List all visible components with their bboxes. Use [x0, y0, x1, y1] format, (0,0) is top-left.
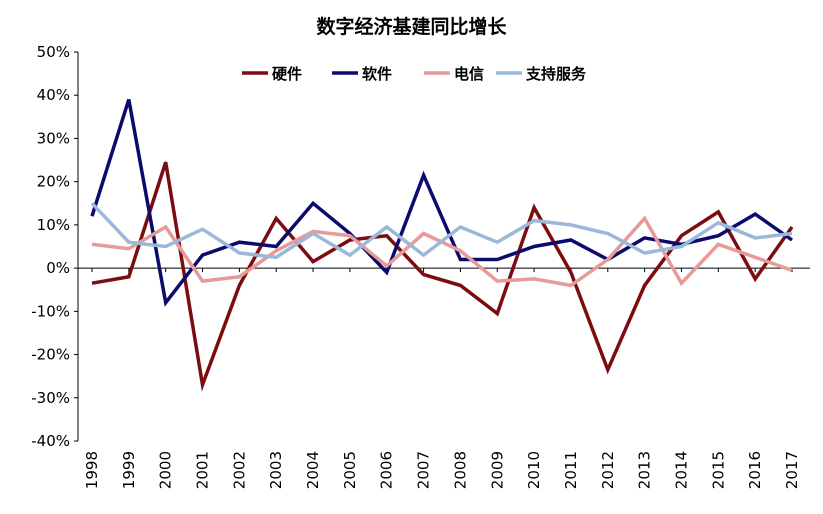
y-tick-label: 10%	[37, 216, 70, 234]
x-tick-label: 2009	[488, 451, 506, 489]
x-tick-label: 2003	[267, 451, 285, 489]
y-tick-labels: -40% -30% -20% -10% 0% 10% 20% 30% 40% 50%	[31, 43, 78, 450]
axes	[77, 52, 810, 441]
y-tick-label: -40%	[31, 432, 70, 450]
series-line-2	[90, 98, 794, 307]
chart-title: 数字经济基建同比增长	[316, 16, 507, 38]
x-tick-label: 2007	[415, 451, 433, 489]
x-tick-label: 2001	[194, 451, 212, 489]
x-tick-label: 2017	[783, 451, 801, 489]
series-lines	[90, 98, 794, 392]
x-tick-label: 2010	[525, 451, 543, 489]
x-tick-label: 2006	[378, 451, 396, 489]
x-tick-label: 1998	[83, 451, 101, 489]
legend-label-3: 电信	[454, 65, 484, 83]
legend-label-1: 硬件	[272, 65, 302, 83]
legend-label-4: 支持服务	[525, 65, 587, 83]
y-tick-label: -10%	[31, 302, 70, 320]
y-tick-label: 0%	[46, 259, 70, 277]
x-tick-label: 2016	[746, 451, 764, 489]
x-tick-label: 2015	[709, 451, 727, 489]
x-tick-label: 2013	[636, 451, 654, 489]
x-tick-label: 2004	[304, 451, 322, 489]
x-tick-label: 2011	[562, 451, 580, 489]
x-tick-label: 2014	[672, 451, 690, 489]
x-tick-label: 2000	[157, 451, 175, 489]
x-tick-label: 1999	[120, 451, 138, 489]
y-tick-label: -30%	[31, 389, 70, 407]
x-tick-label: 2008	[451, 451, 469, 489]
series-line-4	[90, 202, 793, 260]
y-tick-label: 40%	[37, 86, 70, 104]
y-tick-label: -20%	[31, 346, 70, 364]
series-line-3	[91, 215, 793, 288]
legend-label-2: 软件	[362, 65, 392, 83]
x-tick-label: 2012	[599, 451, 617, 489]
legend: 硬件 软件 电信 支持服务	[242, 65, 587, 83]
y-tick-label: 30%	[37, 129, 70, 147]
x-tick-label: 2002	[230, 451, 248, 489]
y-tick-label: 20%	[37, 173, 70, 191]
x-tick-label: 2005	[341, 451, 359, 489]
y-tick-label: 50%	[37, 43, 70, 61]
x-tick-labels: 1998 1999 2000 2001 2002 2003 2004 2005 2006 2007…	[83, 268, 801, 489]
